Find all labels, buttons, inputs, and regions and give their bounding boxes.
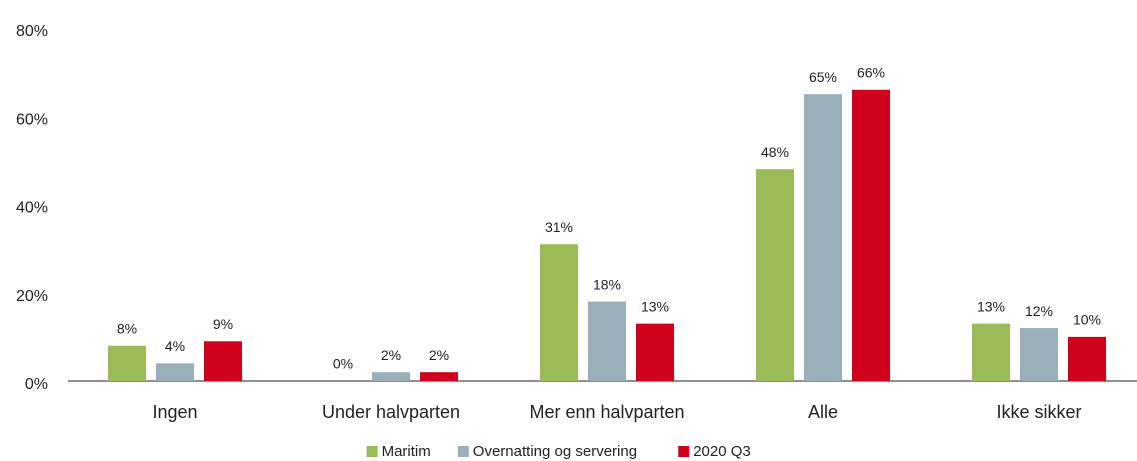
value-label: 9%	[213, 316, 233, 332]
y-tick-label: 80%	[16, 23, 48, 40]
bar	[540, 244, 578, 381]
value-label: 2%	[429, 347, 449, 363]
bar	[756, 169, 794, 381]
legend-swatch	[366, 446, 378, 457]
bar	[108, 345, 146, 381]
value-label: 18%	[593, 276, 621, 292]
value-label: 31%	[545, 219, 573, 235]
bar	[372, 372, 410, 381]
legend-label: Overnatting og servering	[473, 443, 637, 460]
value-label: 8%	[117, 320, 137, 336]
bar	[804, 94, 842, 381]
bar	[420, 372, 458, 381]
value-label: 66%	[857, 64, 885, 80]
bar	[852, 89, 890, 382]
value-label: 65%	[809, 69, 837, 85]
value-label: 10%	[1073, 312, 1101, 328]
bar	[156, 363, 194, 381]
bar	[972, 323, 1010, 381]
x-tick-label: Alle	[808, 402, 838, 422]
value-label: 4%	[165, 338, 185, 354]
y-tick-label: 40%	[16, 200, 48, 217]
legend-swatch	[678, 446, 690, 457]
bar	[588, 301, 626, 381]
legend-swatch	[457, 446, 469, 457]
bar	[1068, 336, 1106, 381]
value-label: 12%	[1025, 303, 1053, 319]
legend-label: Maritim	[382, 443, 431, 460]
value-label: 0%	[333, 356, 353, 372]
bar	[636, 323, 674, 381]
value-label: 2%	[381, 347, 401, 363]
y-tick-label: 60%	[16, 111, 48, 128]
legend-label: 2020 Q3	[693, 443, 751, 460]
x-tick-label: Ingen	[152, 402, 197, 422]
value-label: 13%	[977, 298, 1005, 314]
x-tick-label: Mer enn halvparten	[529, 402, 684, 422]
x-tick-label: Under halvparten	[322, 402, 460, 422]
y-tick-label: 0%	[25, 376, 48, 393]
bar	[1020, 328, 1058, 381]
value-label: 13%	[641, 298, 669, 314]
value-label: 48%	[761, 144, 789, 160]
x-tick-label: Ikke sikker	[996, 402, 1081, 422]
y-tick-label: 20%	[16, 288, 48, 305]
bar	[204, 341, 242, 381]
